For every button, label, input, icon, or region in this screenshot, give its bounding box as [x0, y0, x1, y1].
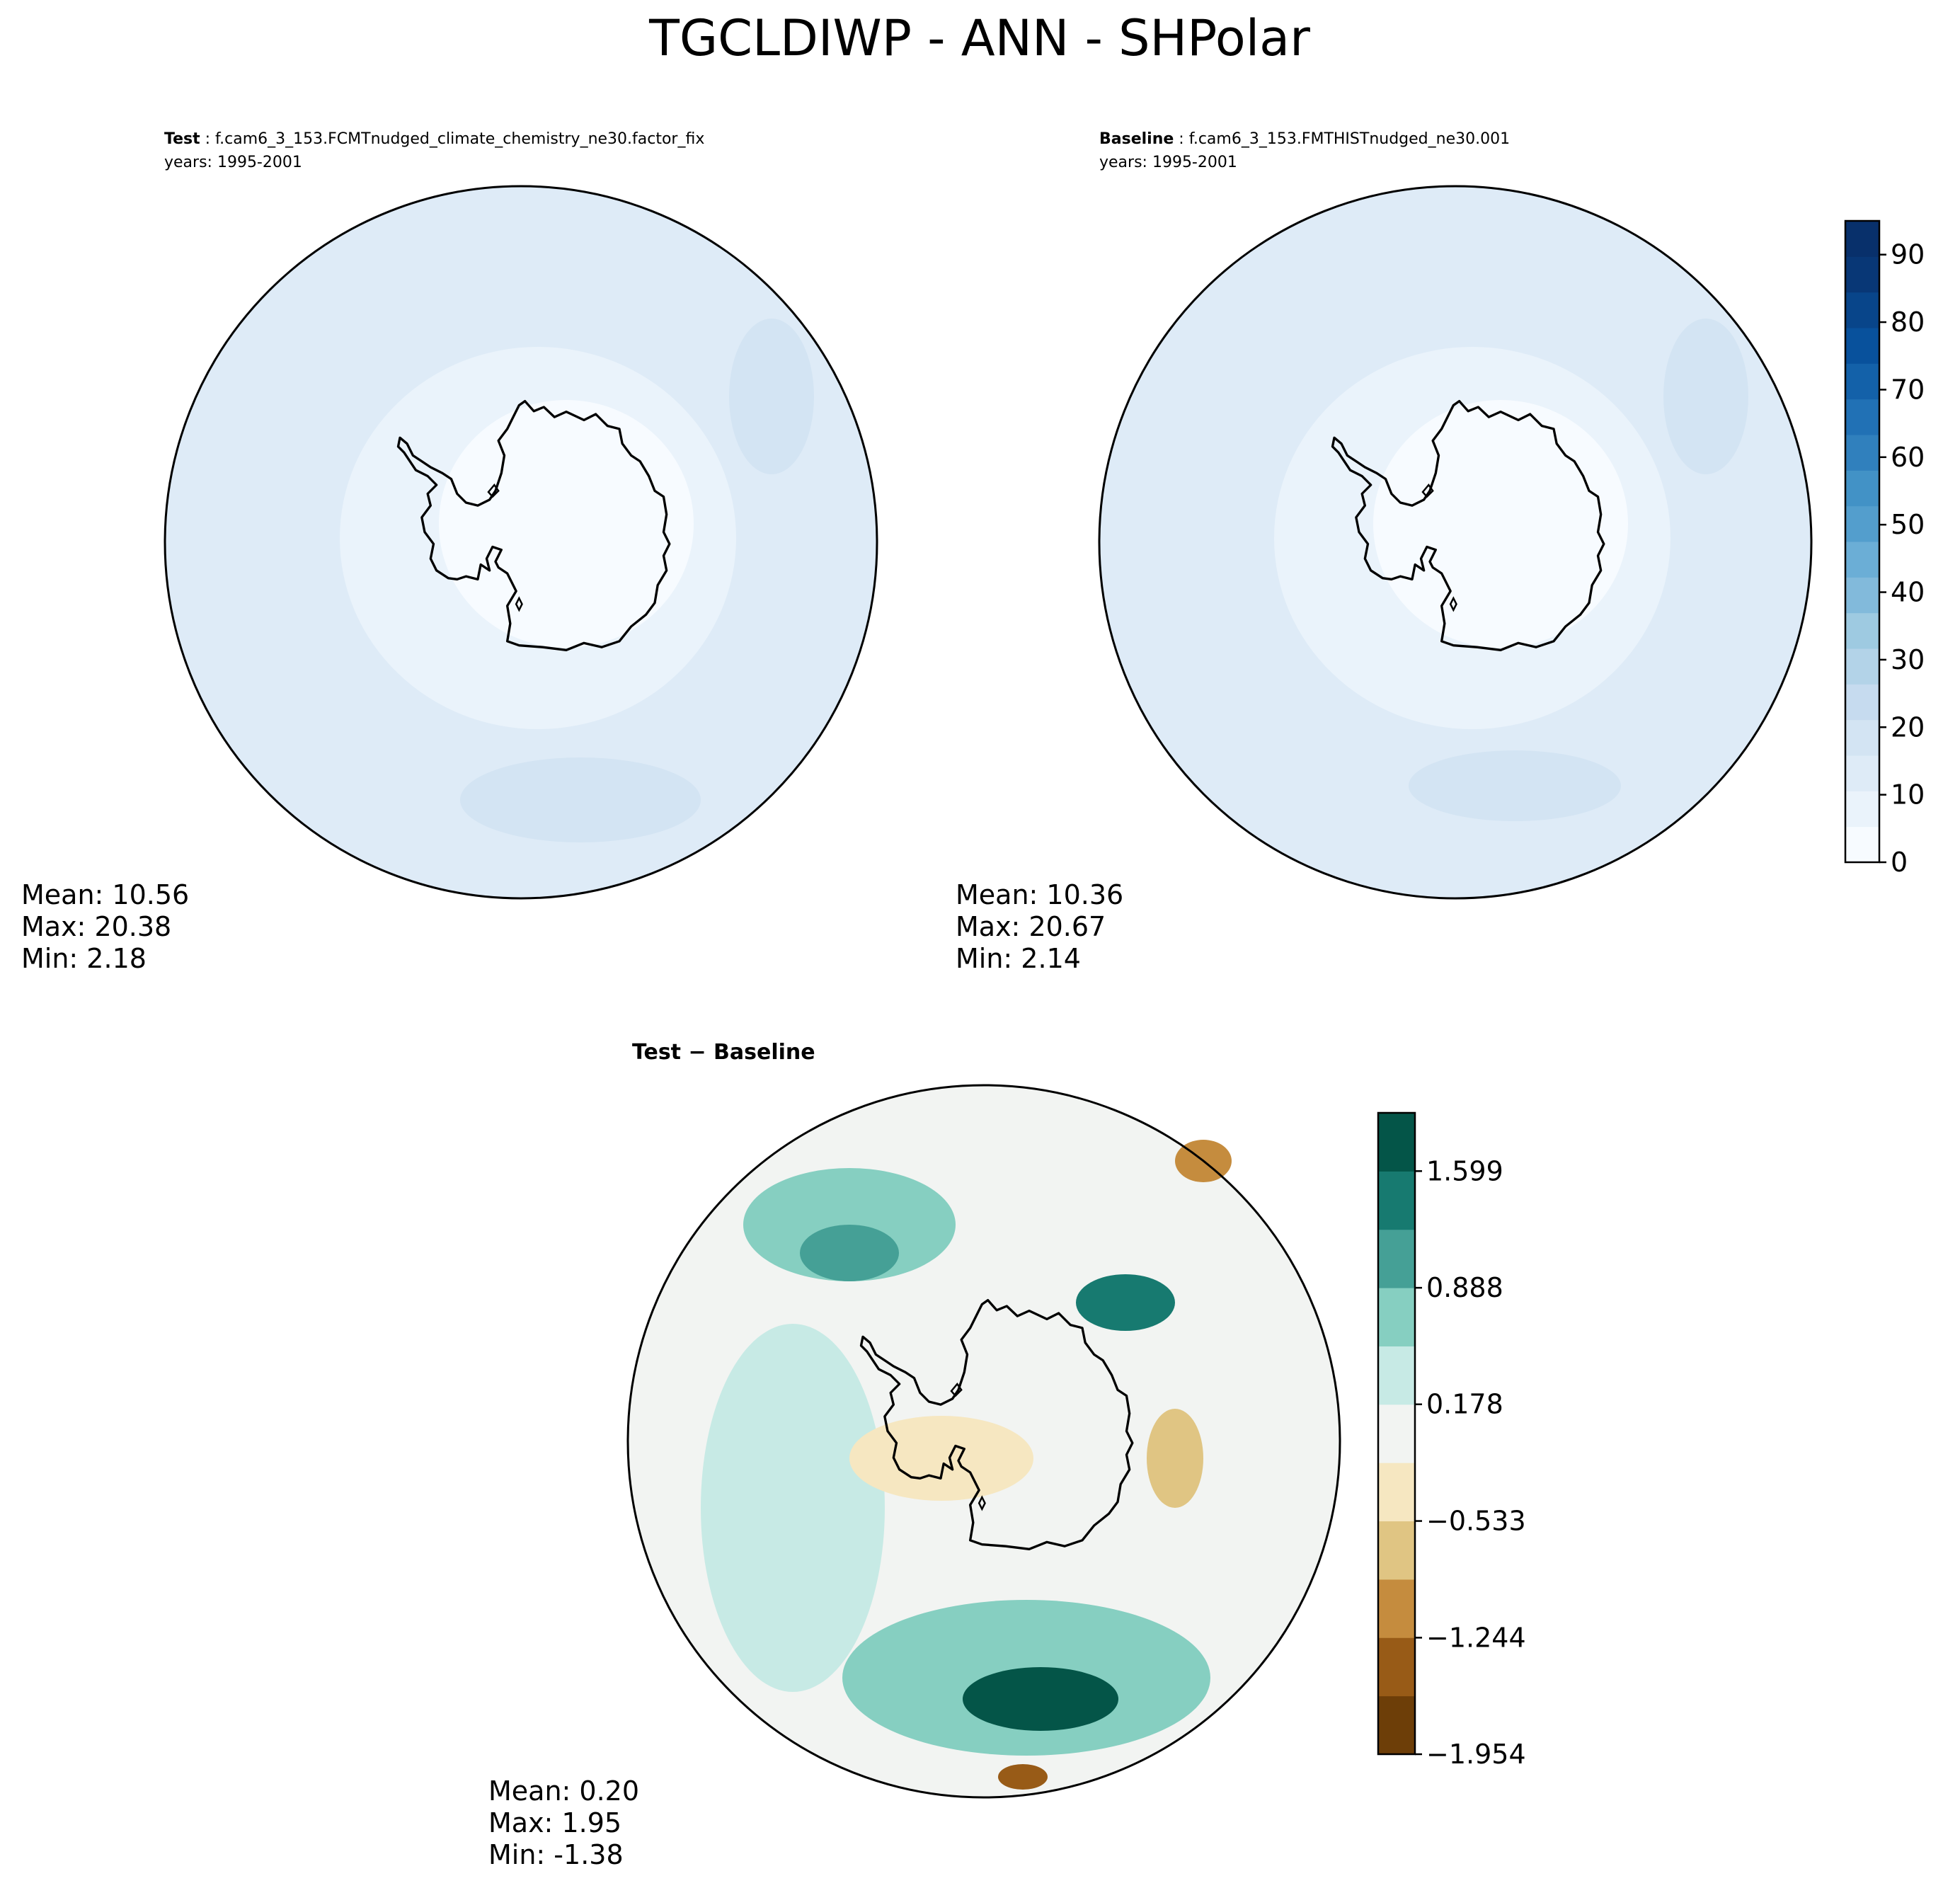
colorbar-absolute-segment	[1845, 719, 1879, 756]
colorbar-absolute-segment	[1845, 542, 1879, 578]
colorbar-absolute-segment	[1845, 505, 1879, 542]
colorbar-absolute-segment	[1845, 221, 1879, 257]
colorbar-difference-segment	[1378, 1171, 1415, 1230]
baseline-map	[1098, 185, 1813, 900]
colorbar-absolute-tick-label: 90	[1891, 239, 1925, 270]
diff-title: Test − Baseline	[632, 1040, 815, 1065]
colorbar-difference: 1.599 0.888 0.178 −0.533 −1.244 −1.954	[1377, 1111, 1526, 1770]
colorbar-absolute-tick-label: 40	[1891, 577, 1925, 608]
colorbar-absolute-tick-label: 70	[1891, 374, 1925, 405]
baseline-map-ice-interior	[1373, 400, 1628, 648]
diff-map-core	[963, 1667, 1118, 1731]
test-map-boundary	[164, 185, 878, 900]
colorbar-difference-segment	[1378, 1463, 1415, 1522]
colorbar-difference-tick-label: −1.244	[1426, 1622, 1526, 1653]
colorbar-absolute-segment	[1845, 612, 1879, 649]
diff-map	[626, 1084, 1341, 1799]
colorbar-difference-segment	[1378, 1288, 1415, 1346]
colorbar-difference-segment	[1378, 1346, 1415, 1405]
baseline-label: Baseline : f.cam6_3_153.FMTHISTnudged_ne…	[1099, 130, 1510, 148]
colorbar-absolute-segment	[1845, 328, 1879, 364]
test-label-case: : f.cam6_3_153.FCMTnudged_climate_chemis…	[200, 130, 705, 148]
colorbar-absolute-segment	[1845, 791, 1879, 828]
colorbar-absolute-tick-label: 50	[1891, 509, 1925, 540]
colorbar-absolute-segment	[1845, 684, 1879, 721]
colorbar-difference-segment	[1378, 1229, 1415, 1288]
colorbar-absolute-segment	[1845, 292, 1879, 328]
colorbar-absolute-segment	[1845, 755, 1879, 791]
baseline-map-patch	[1663, 319, 1748, 474]
diff-map-band	[701, 1324, 885, 1692]
baseline-stat-mean: Mean: 10.36	[956, 879, 1123, 910]
baseline-stat-max: Max: 20.67	[956, 911, 1106, 942]
colorbar-difference-tick-label: 0.178	[1426, 1389, 1503, 1420]
diff-stat-mean: Mean: 0.20	[488, 1775, 639, 1807]
colorbar-absolute-segment	[1845, 826, 1879, 863]
figure-title: TGCLDIWP - ANN - SHPolar	[648, 9, 1310, 67]
test-stat-min: Min: 2.18	[21, 943, 147, 974]
colorbar-absolute-segment	[1845, 363, 1879, 400]
diff-map-negative	[1147, 1409, 1203, 1508]
colorbar-difference-segment	[1378, 1521, 1415, 1580]
baseline-label-bold: Baseline	[1099, 130, 1174, 148]
colorbar-absolute-segment	[1845, 256, 1879, 293]
diff-map-negative	[849, 1416, 1033, 1501]
diff-stat-min: Min: -1.38	[488, 1839, 624, 1870]
test-label: Test : f.cam6_3_153.FCMTnudged_climate_c…	[164, 130, 704, 148]
diff-stat-max: Max: 1.95	[488, 1807, 621, 1838]
colorbar-absolute-tick-label: 20	[1891, 711, 1925, 743]
baseline-stat-min: Min: 2.14	[956, 943, 1081, 974]
colorbar-difference-segment	[1378, 1695, 1415, 1755]
test-map-patch	[460, 757, 701, 842]
colorbar-absolute-tick-label: 80	[1891, 307, 1925, 338]
colorbar-absolute-tick-label: 60	[1891, 442, 1925, 473]
colorbar-absolute-segment	[1845, 399, 1879, 435]
colorbar-absolute-tick-label: 10	[1891, 779, 1925, 811]
test-stat-mean: Mean: 10.56	[21, 879, 189, 910]
baseline-map-boundary	[1098, 185, 1813, 900]
diff-map-core	[1076, 1274, 1175, 1331]
colorbar-difference-segment	[1378, 1579, 1415, 1638]
colorbar-absolute-frame	[1844, 219, 1881, 864]
colorbar-difference-tick-label: −1.954	[1426, 1739, 1526, 1770]
panel-difference: Test − Baseline Mean: 0.20 Max: 1.95 Min…	[488, 1040, 1526, 1870]
colorbar-absolute-tick-label: 0	[1891, 847, 1908, 878]
diff-map-boundary	[626, 1084, 1341, 1799]
test-years: years: 1995-2001	[164, 154, 302, 171]
test-stat-max: Max: 20.38	[21, 911, 171, 942]
colorbar-difference-tick-label: 0.888	[1426, 1272, 1503, 1303]
colorbar-difference-tick-label: −0.533	[1426, 1506, 1526, 1537]
colorbar-difference-segment	[1378, 1113, 1415, 1172]
colorbar-difference-tick-label: 1.599	[1426, 1155, 1503, 1186]
panel-baseline: Baseline : f.cam6_3_153.FMTHISTnudged_ne…	[956, 130, 1925, 974]
diff-map-negative	[998, 1764, 1048, 1790]
colorbar-difference-segment	[1378, 1404, 1415, 1463]
colorbar-absolute-tick-label: 30	[1891, 644, 1925, 675]
baseline-label-case: : f.cam6_3_153.FMTHISTnudged_ne30.001	[1174, 130, 1510, 148]
colorbar-absolute-segment	[1845, 435, 1879, 471]
colorbar-absolute: 0 10 20 30 40 50 60 70 80 90	[1844, 219, 1925, 878]
colorbar-difference-segment	[1378, 1637, 1415, 1697]
panel-test: Test : f.cam6_3_153.FCMTnudged_climate_c…	[21, 130, 878, 974]
baseline-map-patch	[1409, 750, 1621, 821]
test-map	[164, 185, 878, 900]
diff-map-core	[800, 1225, 899, 1281]
colorbar-absolute-segment	[1845, 648, 1879, 685]
colorbar-difference-frame	[1377, 1111, 1416, 1756]
test-label-bold: Test	[164, 130, 200, 148]
test-map-ice-interior	[439, 400, 694, 648]
baseline-years: years: 1995-2001	[1099, 154, 1237, 171]
colorbar-absolute-segment	[1845, 577, 1879, 614]
test-map-patch	[729, 319, 814, 474]
colorbar-absolute-segment	[1845, 470, 1879, 507]
